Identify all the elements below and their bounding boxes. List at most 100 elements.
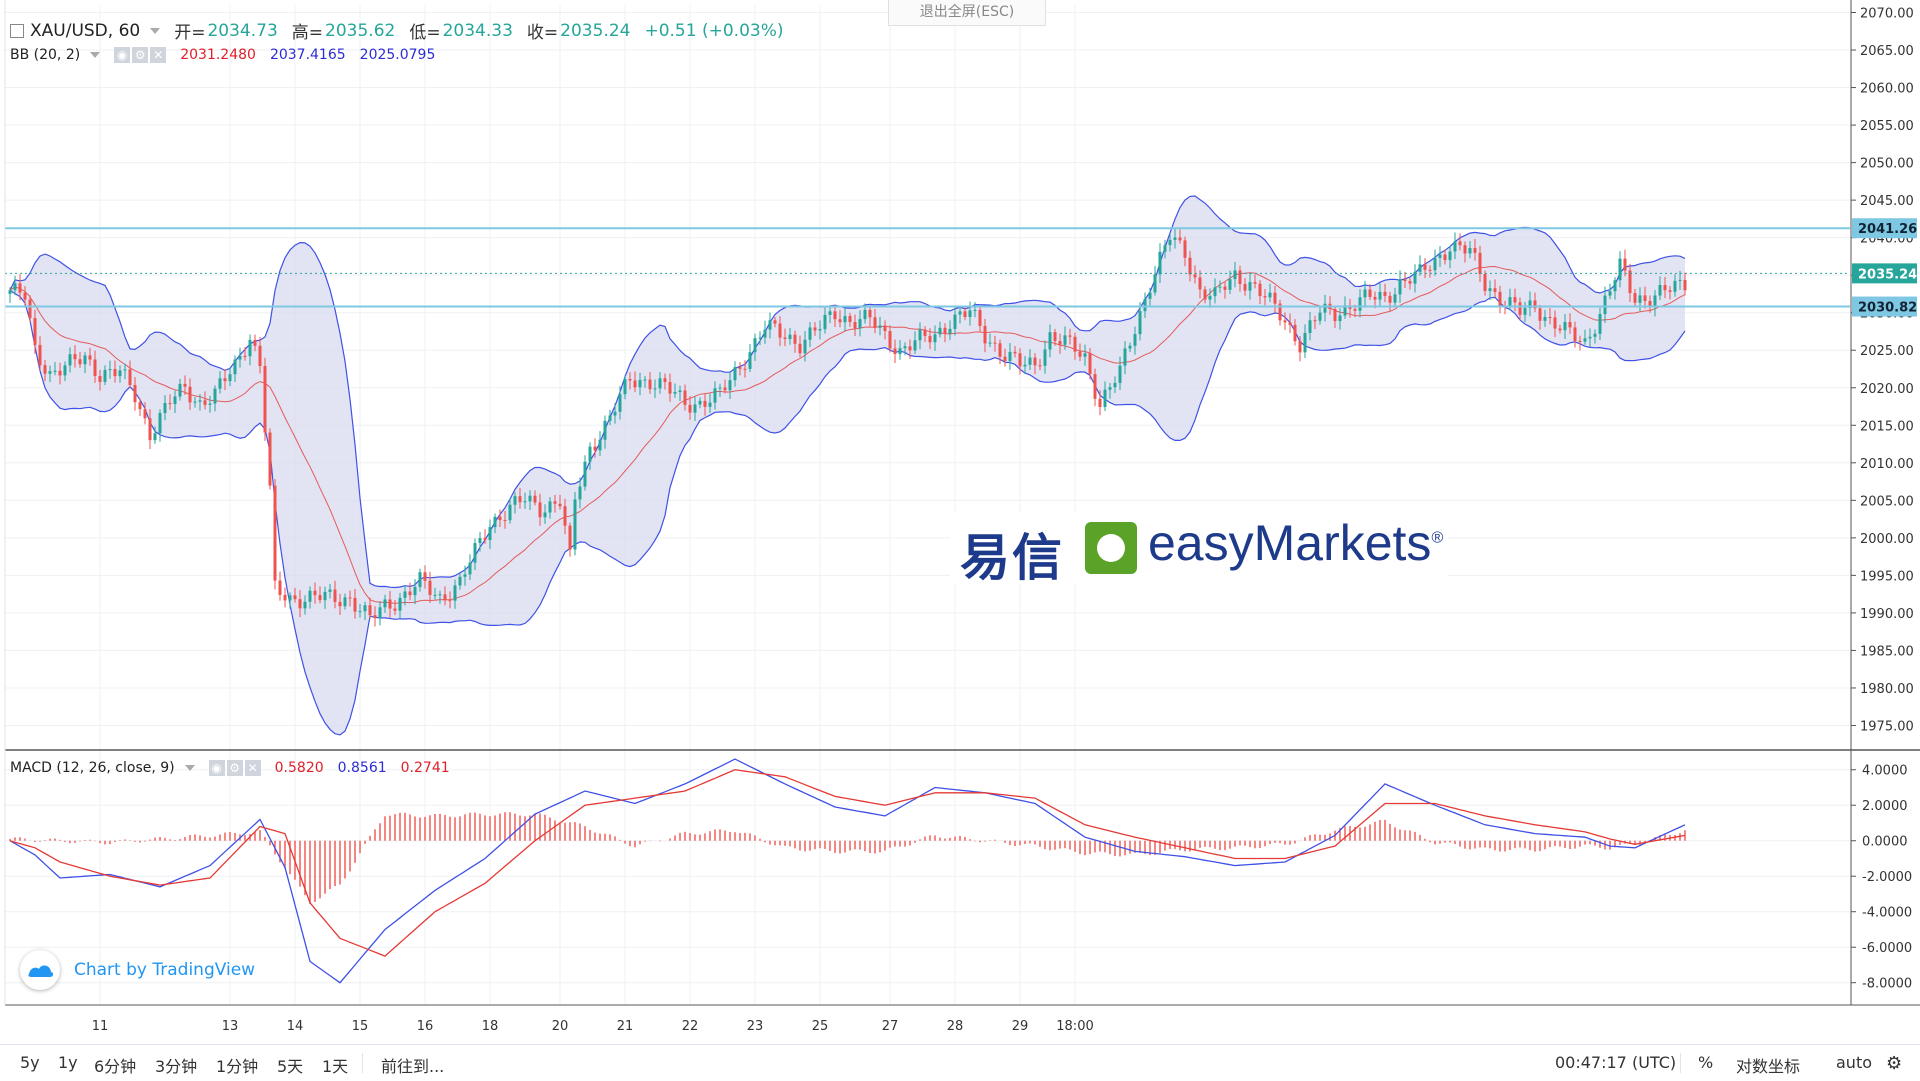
candle-body <box>623 379 627 395</box>
chevron-down-icon[interactable] <box>150 27 161 34</box>
candle-body <box>1263 296 1267 298</box>
candle-body <box>1433 257 1437 271</box>
collapse-icon[interactable] <box>10 23 24 38</box>
macd-line <box>9 758 1686 984</box>
candle-body <box>498 516 502 520</box>
candle-body <box>1273 292 1277 304</box>
candle-body <box>338 601 342 607</box>
candle-body <box>1523 307 1527 315</box>
candle-body <box>673 392 677 394</box>
goto-date-button[interactable]: 前往到... <box>381 1057 445 1076</box>
candle-body <box>1193 274 1197 278</box>
macd-label[interactable]: MACD (12, 26, close, 9) <box>10 760 175 776</box>
horizontal-lines[interactable] <box>5 227 1850 308</box>
candle-body <box>488 527 492 541</box>
candle-body <box>178 383 182 397</box>
candle-body <box>213 388 217 404</box>
time-tick-label: 23 <box>747 1019 764 1034</box>
auto-scale-toggle[interactable]: auto <box>1836 1053 1873 1072</box>
time-tick-label: 25 <box>812 1019 829 1034</box>
candle-body <box>743 368 747 370</box>
log-scale-toggle[interactable]: 对数坐标 <box>1736 1057 1801 1076</box>
bb-label[interactable]: BB (20, 2) <box>10 47 81 63</box>
candle-body <box>1613 280 1617 292</box>
candle-body <box>1303 332 1307 353</box>
chevron-down-icon[interactable] <box>184 765 195 771</box>
candle-body <box>1423 264 1427 270</box>
price-tick-label: 2065.00 <box>1860 44 1914 59</box>
candle-body <box>1653 295 1657 308</box>
candle-body <box>818 329 822 331</box>
candle-body <box>738 367 742 369</box>
candle-body <box>8 290 12 294</box>
chart-canvas[interactable]: 2070.00 2065.00 2060.00 2055.00 2050.00 2045.… <box>0 0 1920 1044</box>
chevron-down-icon[interactable] <box>90 52 101 58</box>
macd-axis[interactable]: 4.0000 2.0000 0.0000 -2.0000 -4.0000 -6.0000 -… <box>1851 764 1912 992</box>
candle-body <box>1178 237 1182 241</box>
candle-body <box>1258 283 1262 297</box>
candle-body <box>778 323 782 338</box>
gear-icon[interactable]: ⚙ <box>1886 1053 1903 1074</box>
candle-body <box>1623 258 1627 271</box>
tf-1y[interactable]: 1y <box>58 1053 78 1072</box>
visibility-icon[interactable]: ◉ <box>114 47 131 63</box>
tf-5y[interactable]: 5y <box>20 1053 40 1072</box>
close-icon[interactable]: ✕ <box>150 47 167 63</box>
candle-body <box>18 283 22 293</box>
candle-body <box>1323 303 1327 313</box>
candle-body <box>203 400 207 405</box>
tf-6min[interactable]: 6分钟 <box>94 1057 137 1076</box>
candle-body <box>1603 295 1607 315</box>
candle-body <box>248 339 252 357</box>
candle-body <box>13 283 17 291</box>
gear-icon[interactable]: ⚙ <box>132 47 149 63</box>
candle-body <box>1083 353 1087 357</box>
low-label: 低= <box>409 23 441 43</box>
tf-1min[interactable]: 1分钟 <box>216 1057 259 1076</box>
candle-body <box>928 335 932 343</box>
gear-icon[interactable]: ⚙ <box>226 760 243 776</box>
candle-body <box>663 378 667 383</box>
tradingview-text[interactable]: Chart by TradingView <box>74 960 256 980</box>
candle-body <box>188 386 192 403</box>
candle-body <box>1103 389 1107 407</box>
close-icon[interactable]: ✕ <box>244 760 261 776</box>
candle-body <box>1428 269 1432 271</box>
candle-body <box>1148 292 1152 299</box>
candle-body <box>1413 271 1417 284</box>
tf-3min[interactable]: 3分钟 <box>155 1057 198 1076</box>
candle-body <box>878 325 882 328</box>
tf-1d[interactable]: 1天 <box>322 1057 349 1076</box>
candle-body <box>558 503 562 507</box>
price-tick-label: 1985.00 <box>1860 644 1914 659</box>
tradingview-badge[interactable]: Chart by TradingView <box>20 950 255 990</box>
candle-body <box>1478 252 1482 274</box>
candle-body <box>1378 291 1382 300</box>
candle-body <box>528 495 532 502</box>
time-tick-label: 15 <box>352 1019 369 1034</box>
candle-body <box>28 299 32 319</box>
candle-body <box>48 371 52 374</box>
tf-5d[interactable]: 5天 <box>277 1057 304 1076</box>
candle-body <box>33 318 37 345</box>
time-axis[interactable]: 11 13 14 15 16 18 20 21 22 23 25 27 28 29 18:00 <box>92 1019 1094 1034</box>
visibility-icon[interactable]: ◉ <box>208 760 225 776</box>
time-tick-label: 14 <box>287 1019 304 1034</box>
macd-signal-value: 0.2741 <box>400 760 450 776</box>
candle-body <box>1098 398 1102 407</box>
candle-body <box>853 322 857 329</box>
candle-body <box>618 394 622 412</box>
candle-body <box>543 512 547 518</box>
exit-fullscreen-tip[interactable]: 退出全屏(ESC) <box>888 0 1046 26</box>
candle-body <box>1118 365 1122 383</box>
percent-toggle[interactable]: % <box>1698 1053 1714 1072</box>
candle-body <box>1643 295 1647 301</box>
candle-body <box>1573 327 1577 341</box>
price-axis[interactable]: 2070.00 2065.00 2060.00 2055.00 2050.00 2045.… <box>1851 7 1914 735</box>
utc-clock[interactable]: 00:47:17 (UTC) <box>1555 1053 1677 1072</box>
symbol-label[interactable]: XAU/USD, 60 <box>30 20 141 41</box>
candle-body <box>868 309 872 318</box>
candle-body <box>1013 351 1017 354</box>
candle-body <box>1468 248 1472 254</box>
price-tick-label: 2005.00 <box>1860 494 1914 509</box>
